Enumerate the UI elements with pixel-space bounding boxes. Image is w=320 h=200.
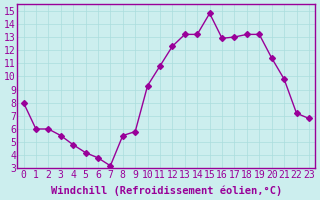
X-axis label: Windchill (Refroidissement éolien,°C): Windchill (Refroidissement éolien,°C) <box>51 185 282 196</box>
